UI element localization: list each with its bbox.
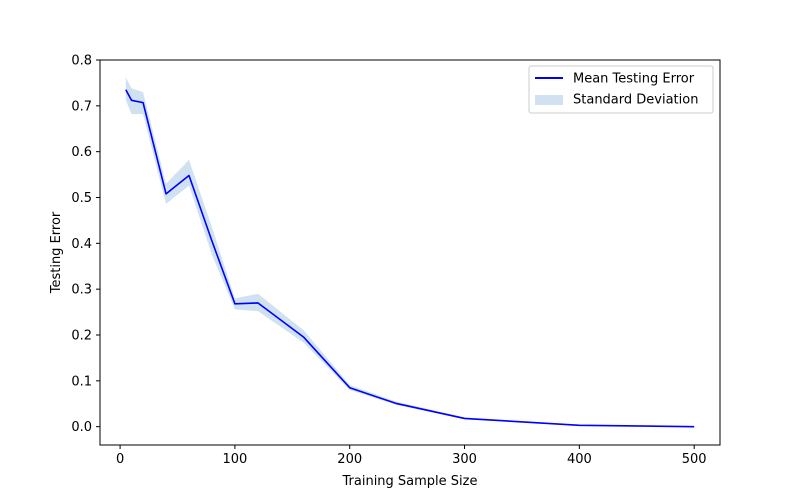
legend-label-std: Standard Deviation: [573, 93, 698, 108]
legend-box: [528, 65, 714, 114]
y-axis-ticks: 0.0 0.1 0.2 0.3 0.4 0.5 0.6 0.7 0.8: [71, 54, 100, 435]
x-tick-label: 200: [337, 452, 362, 467]
std-band: [125, 77, 695, 428]
x-tick-label: 0: [116, 452, 124, 467]
x-tick-label: 500: [682, 452, 707, 467]
legend-label-mean: Mean Testing Error: [573, 72, 695, 87]
mean-line-layer: [125, 89, 695, 428]
x-tick-label: 400: [567, 452, 592, 467]
y-tick-label: 0.5: [71, 191, 92, 206]
legend: Mean Testing Error Standard Deviation: [528, 65, 714, 114]
x-tick-label: 100: [222, 452, 247, 467]
mean-error-line: [125, 89, 695, 428]
x-axis-label: Training Sample Size: [342, 474, 478, 489]
y-tick-label: 0.2: [71, 329, 92, 344]
std-band-layer: [125, 77, 695, 428]
y-tick-label: 0.1: [71, 374, 92, 389]
y-tick-label: 0.6: [71, 145, 92, 160]
y-tick-label: 0.7: [71, 99, 92, 114]
y-tick-label: 0.3: [71, 283, 92, 298]
x-tick-label: 300: [452, 452, 477, 467]
x-axis-ticks: 0 100 200 300 400 500: [116, 445, 707, 467]
y-tick-label: 0.8: [71, 54, 92, 69]
legend-swatch-std: [535, 95, 563, 105]
y-tick-label: 0.4: [71, 237, 92, 252]
plot-area-frame: [99, 59, 721, 446]
y-axis-label: Testing Error: [49, 211, 64, 294]
y-tick-label: 0.0: [71, 420, 92, 435]
